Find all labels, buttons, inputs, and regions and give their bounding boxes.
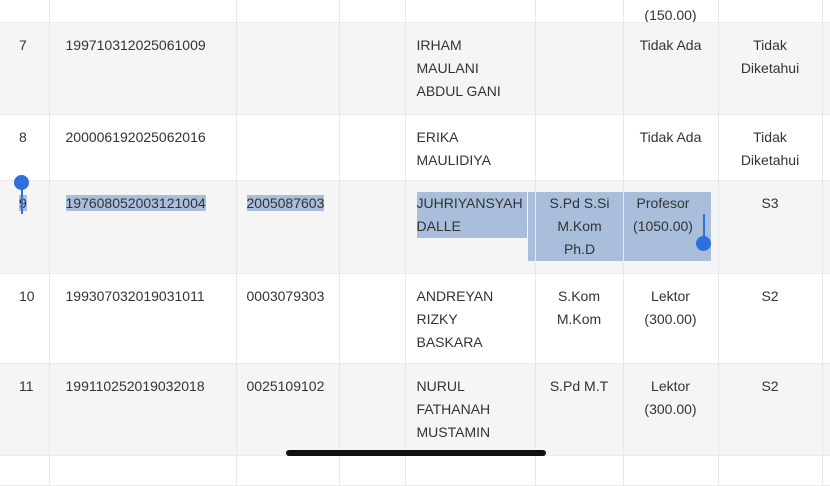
- jabatan-cell: (150.00): [644, 6, 697, 22]
- pendidikan-cell: S2: [717, 363, 822, 455]
- table-row: 10 199307032019031011 0003079303 ANDREYA…: [0, 273, 830, 363]
- pendidikan-cell: Tidak Diketahui: [717, 22, 822, 114]
- jabatan-cell: Profesor (1050.00): [622, 180, 718, 273]
- name-cell: ERIKA MAULIDIYA: [404, 114, 535, 180]
- home-indicator[interactable]: [286, 450, 546, 456]
- pendidikan-cell: S3: [717, 180, 822, 273]
- jabatan-cell: Lektor (300.00): [622, 273, 718, 363]
- nip-cell: 199307032019031011: [48, 273, 236, 363]
- selection-start-caret: [21, 186, 23, 214]
- no-cell: 11: [0, 363, 49, 455]
- name-cell: ANDREYAN RIZKY BASKARA: [404, 273, 535, 363]
- gelar-cell: S.Pd M.T: [534, 363, 623, 455]
- gelar-cell: [534, 114, 623, 180]
- table-row: 11 199110252019032018 0025109102 NURUL FA…: [0, 363, 830, 455]
- no-cell: 10: [19, 287, 35, 304]
- nidn-cell: 2005087603: [246, 194, 325, 211]
- selection-end-caret: [703, 214, 705, 240]
- nidn-cell: 0025109102: [235, 363, 339, 455]
- gelar-cell: S.Pd S.Si M.Kom Ph.D: [527, 180, 624, 273]
- table-row-partial: [0, 455, 830, 485]
- gelar-cell: S.Kom M.Kom: [534, 273, 623, 363]
- gelar-cell: [534, 22, 623, 114]
- table-row: 8 200006192025062016 ERIKA MAULIDIYA Tida…: [0, 114, 830, 180]
- nip-cell: 199110252019032018: [48, 363, 236, 455]
- name-cell: IRHAM MAULANI ABDUL GANI: [404, 22, 535, 114]
- jabatan-cell: Lektor (300.00): [622, 363, 718, 455]
- selection-end-handle[interactable]: [696, 236, 711, 251]
- nidn-cell: 0003079303: [235, 273, 339, 363]
- no-cell: 8: [19, 128, 27, 145]
- table-row-selected: 9 197608052003121004 2005087603 JUHRIYAN…: [0, 180, 830, 273]
- pendidikan-cell: S2: [717, 273, 822, 363]
- name-cell: JUHRIYANSYAH DALLE: [404, 180, 535, 273]
- pendidikan-cell: Tidak Diketahui: [717, 114, 822, 180]
- selection-start-handle[interactable]: [14, 175, 29, 190]
- nip-cell: 199710312025061009: [48, 22, 236, 114]
- nip-cell: 197608052003121004: [65, 194, 206, 211]
- table-row-partial: (150.00): [0, 0, 830, 22]
- nip-cell: 200006192025062016: [48, 114, 236, 180]
- table-row: 7 199710312025061009 IRHAM MAULANI ABDUL G…: [0, 22, 830, 114]
- nidn-cell: [235, 114, 339, 180]
- name-cell: NURUL FATHANAH MUSTAMIN: [404, 363, 535, 455]
- jabatan-cell: Tidak Ada: [622, 114, 718, 180]
- jabatan-cell: Tidak Ada: [622, 22, 718, 114]
- no-cell: 7: [0, 22, 49, 114]
- nidn-cell: [235, 22, 339, 114]
